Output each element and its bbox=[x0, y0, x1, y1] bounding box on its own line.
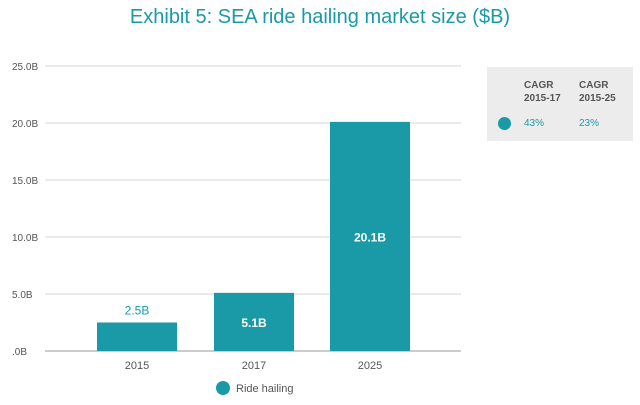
cagr-value-2015-25: 23% bbox=[579, 118, 600, 129]
bars: 2.5B 5.1B 20.1B bbox=[97, 121, 410, 351]
y-tick-label: .0B bbox=[12, 347, 27, 358]
x-tick-label: 2025 bbox=[358, 360, 382, 372]
cagr-header-2015-25: CAGR 2015-25 bbox=[579, 80, 616, 104]
cagr-header-2015-17: CAGR 2015-17 bbox=[524, 80, 561, 104]
legend: Ride hailing bbox=[216, 381, 293, 395]
bar-2015 bbox=[97, 322, 177, 351]
y-axis-ticks: .0B 5.0B 10.0B 15.0B 20.0B 25.0B bbox=[12, 62, 38, 358]
x-tick-label: 2015 bbox=[125, 360, 149, 372]
x-axis-labels: 2015 2017 2025 bbox=[125, 360, 382, 372]
data-label: 5.1B bbox=[241, 316, 267, 330]
chart-title: Exhibit 5: SEA ride hailing market size … bbox=[129, 6, 511, 28]
data-label: 20.1B bbox=[354, 230, 386, 244]
x-tick-label: 2017 bbox=[242, 360, 266, 372]
bar-2017 bbox=[214, 292, 294, 351]
cagr-table: CAGR 2015-17 CAGR 2015-25 43% 23% bbox=[487, 67, 633, 141]
legend-label: Ride hailing bbox=[236, 383, 293, 395]
y-tick-label: 10.0B bbox=[12, 233, 38, 244]
y-tick-label: 15.0B bbox=[12, 176, 38, 187]
ride-hailing-dot-icon bbox=[498, 117, 511, 130]
bar-2025 bbox=[330, 121, 410, 351]
data-label: 2.5B bbox=[125, 304, 150, 318]
cagr-value-2015-17: 43% bbox=[524, 118, 545, 129]
y-tick-label: 25.0B bbox=[12, 62, 38, 73]
y-tick-label: 5.0B bbox=[12, 290, 33, 301]
y-tick-label: 20.0B bbox=[12, 119, 38, 130]
legend-marker bbox=[216, 381, 230, 395]
